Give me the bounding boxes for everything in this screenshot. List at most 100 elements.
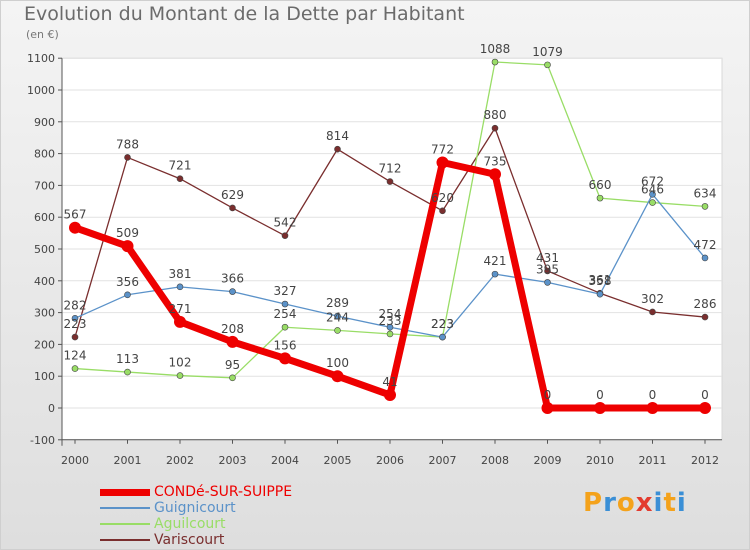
data-label: 735 xyxy=(484,154,507,168)
data-point xyxy=(174,315,186,328)
x-tick-label: 2004 xyxy=(271,454,299,467)
data-label: 223 xyxy=(64,317,87,331)
data-label: 254 xyxy=(379,307,402,321)
y-tick-label: 600 xyxy=(34,211,55,224)
legend-label: CONDé-SUR-SUIPPE xyxy=(154,484,293,500)
data-point xyxy=(124,154,131,161)
data-label: 41 xyxy=(382,375,397,389)
data-point xyxy=(699,402,711,414)
data-point xyxy=(544,279,551,286)
data-point xyxy=(229,374,236,382)
y-tick-label: 300 xyxy=(34,307,55,320)
data-label: 672 xyxy=(641,174,664,188)
data-point xyxy=(439,207,446,215)
y-tick-label: 1100 xyxy=(27,52,55,65)
y-tick-label: 200 xyxy=(34,338,55,351)
data-label: 302 xyxy=(641,292,664,306)
data-label: 0 xyxy=(544,388,552,402)
data-point xyxy=(176,283,184,291)
unit-label: (en €) xyxy=(26,28,59,41)
data-label: 0 xyxy=(649,388,657,402)
data-label: 1088 xyxy=(480,42,511,56)
data-point xyxy=(544,267,551,275)
data-point xyxy=(541,402,554,414)
data-label: 282 xyxy=(64,298,87,312)
data-label: 646 xyxy=(641,183,664,197)
data-point xyxy=(176,175,184,183)
y-tick-label: 100 xyxy=(34,370,55,383)
legend-swatch xyxy=(100,507,150,509)
legend-item: Variscourt xyxy=(100,532,292,548)
data-label: 366 xyxy=(221,272,244,286)
data-point xyxy=(649,191,656,198)
x-tick-label: 2006 xyxy=(376,454,404,467)
data-point xyxy=(384,388,396,401)
data-label: 102 xyxy=(169,356,192,370)
data-label: 712 xyxy=(379,162,402,176)
data-label: 567 xyxy=(64,208,87,222)
data-label: 629 xyxy=(221,188,244,202)
data-point xyxy=(701,313,709,321)
data-point xyxy=(124,368,131,376)
data-point xyxy=(649,199,656,206)
data-label: 289 xyxy=(326,296,349,310)
data-point xyxy=(439,333,446,341)
data-point xyxy=(334,145,341,153)
data-point xyxy=(489,168,501,181)
data-point xyxy=(226,335,239,348)
data-label: 814 xyxy=(326,129,349,143)
data-point xyxy=(701,254,709,262)
data-point xyxy=(176,372,184,379)
data-point xyxy=(491,124,499,132)
data-point xyxy=(544,61,551,69)
y-tick-label: 0 xyxy=(48,402,55,415)
data-label: 361 xyxy=(589,273,612,287)
data-label: 271 xyxy=(169,302,192,316)
legend-swatch xyxy=(100,488,150,496)
data-point xyxy=(71,315,79,322)
data-point xyxy=(701,203,709,210)
chart-title: Evolution du Montant de la Dette par Hab… xyxy=(24,3,465,25)
proxiti-logo: Proxiti xyxy=(583,488,687,518)
data-label: 208 xyxy=(221,322,244,336)
data-point xyxy=(646,402,659,414)
data-label: 254 xyxy=(274,307,297,321)
data-point xyxy=(124,291,131,299)
data-label: 223 xyxy=(431,317,454,331)
data-label: 788 xyxy=(116,137,139,151)
y-tick-label: 500 xyxy=(34,243,55,256)
legend-item: CONDé-SUR-SUIPPE xyxy=(100,484,292,500)
y-tick-label: 700 xyxy=(34,179,55,192)
x-tick-label: 2002 xyxy=(166,454,194,467)
data-label: 0 xyxy=(701,388,709,402)
x-tick-label: 2008 xyxy=(481,454,509,467)
x-tick-label: 2012 xyxy=(691,454,719,467)
data-label: 395 xyxy=(536,262,559,276)
data-point xyxy=(491,270,499,278)
x-tick-label: 2007 xyxy=(429,454,457,467)
y-tick-label: -100 xyxy=(30,434,55,447)
data-point xyxy=(281,300,289,308)
y-tick-label: 400 xyxy=(34,275,55,288)
data-point xyxy=(229,288,236,295)
data-label: 358 xyxy=(589,274,612,288)
data-label: 327 xyxy=(274,284,297,298)
data-point xyxy=(386,323,394,331)
data-label: 95 xyxy=(225,358,240,372)
legend-label: Aguilcourt xyxy=(154,516,226,532)
data-label: 0 xyxy=(596,388,604,402)
data-point xyxy=(649,308,656,316)
data-point xyxy=(596,194,604,202)
data-label: 286 xyxy=(694,297,717,311)
data-label: 381 xyxy=(169,267,192,281)
x-tick-label: 2011 xyxy=(639,454,667,467)
x-tick-label: 2009 xyxy=(534,454,562,467)
data-label: 156 xyxy=(274,338,297,352)
data-label: 542 xyxy=(274,216,297,230)
data-point xyxy=(71,333,79,341)
data-label: 124 xyxy=(64,349,87,363)
data-point xyxy=(491,58,499,66)
data-label: 660 xyxy=(589,178,612,192)
data-label: 634 xyxy=(694,186,717,200)
data-point xyxy=(436,156,449,169)
